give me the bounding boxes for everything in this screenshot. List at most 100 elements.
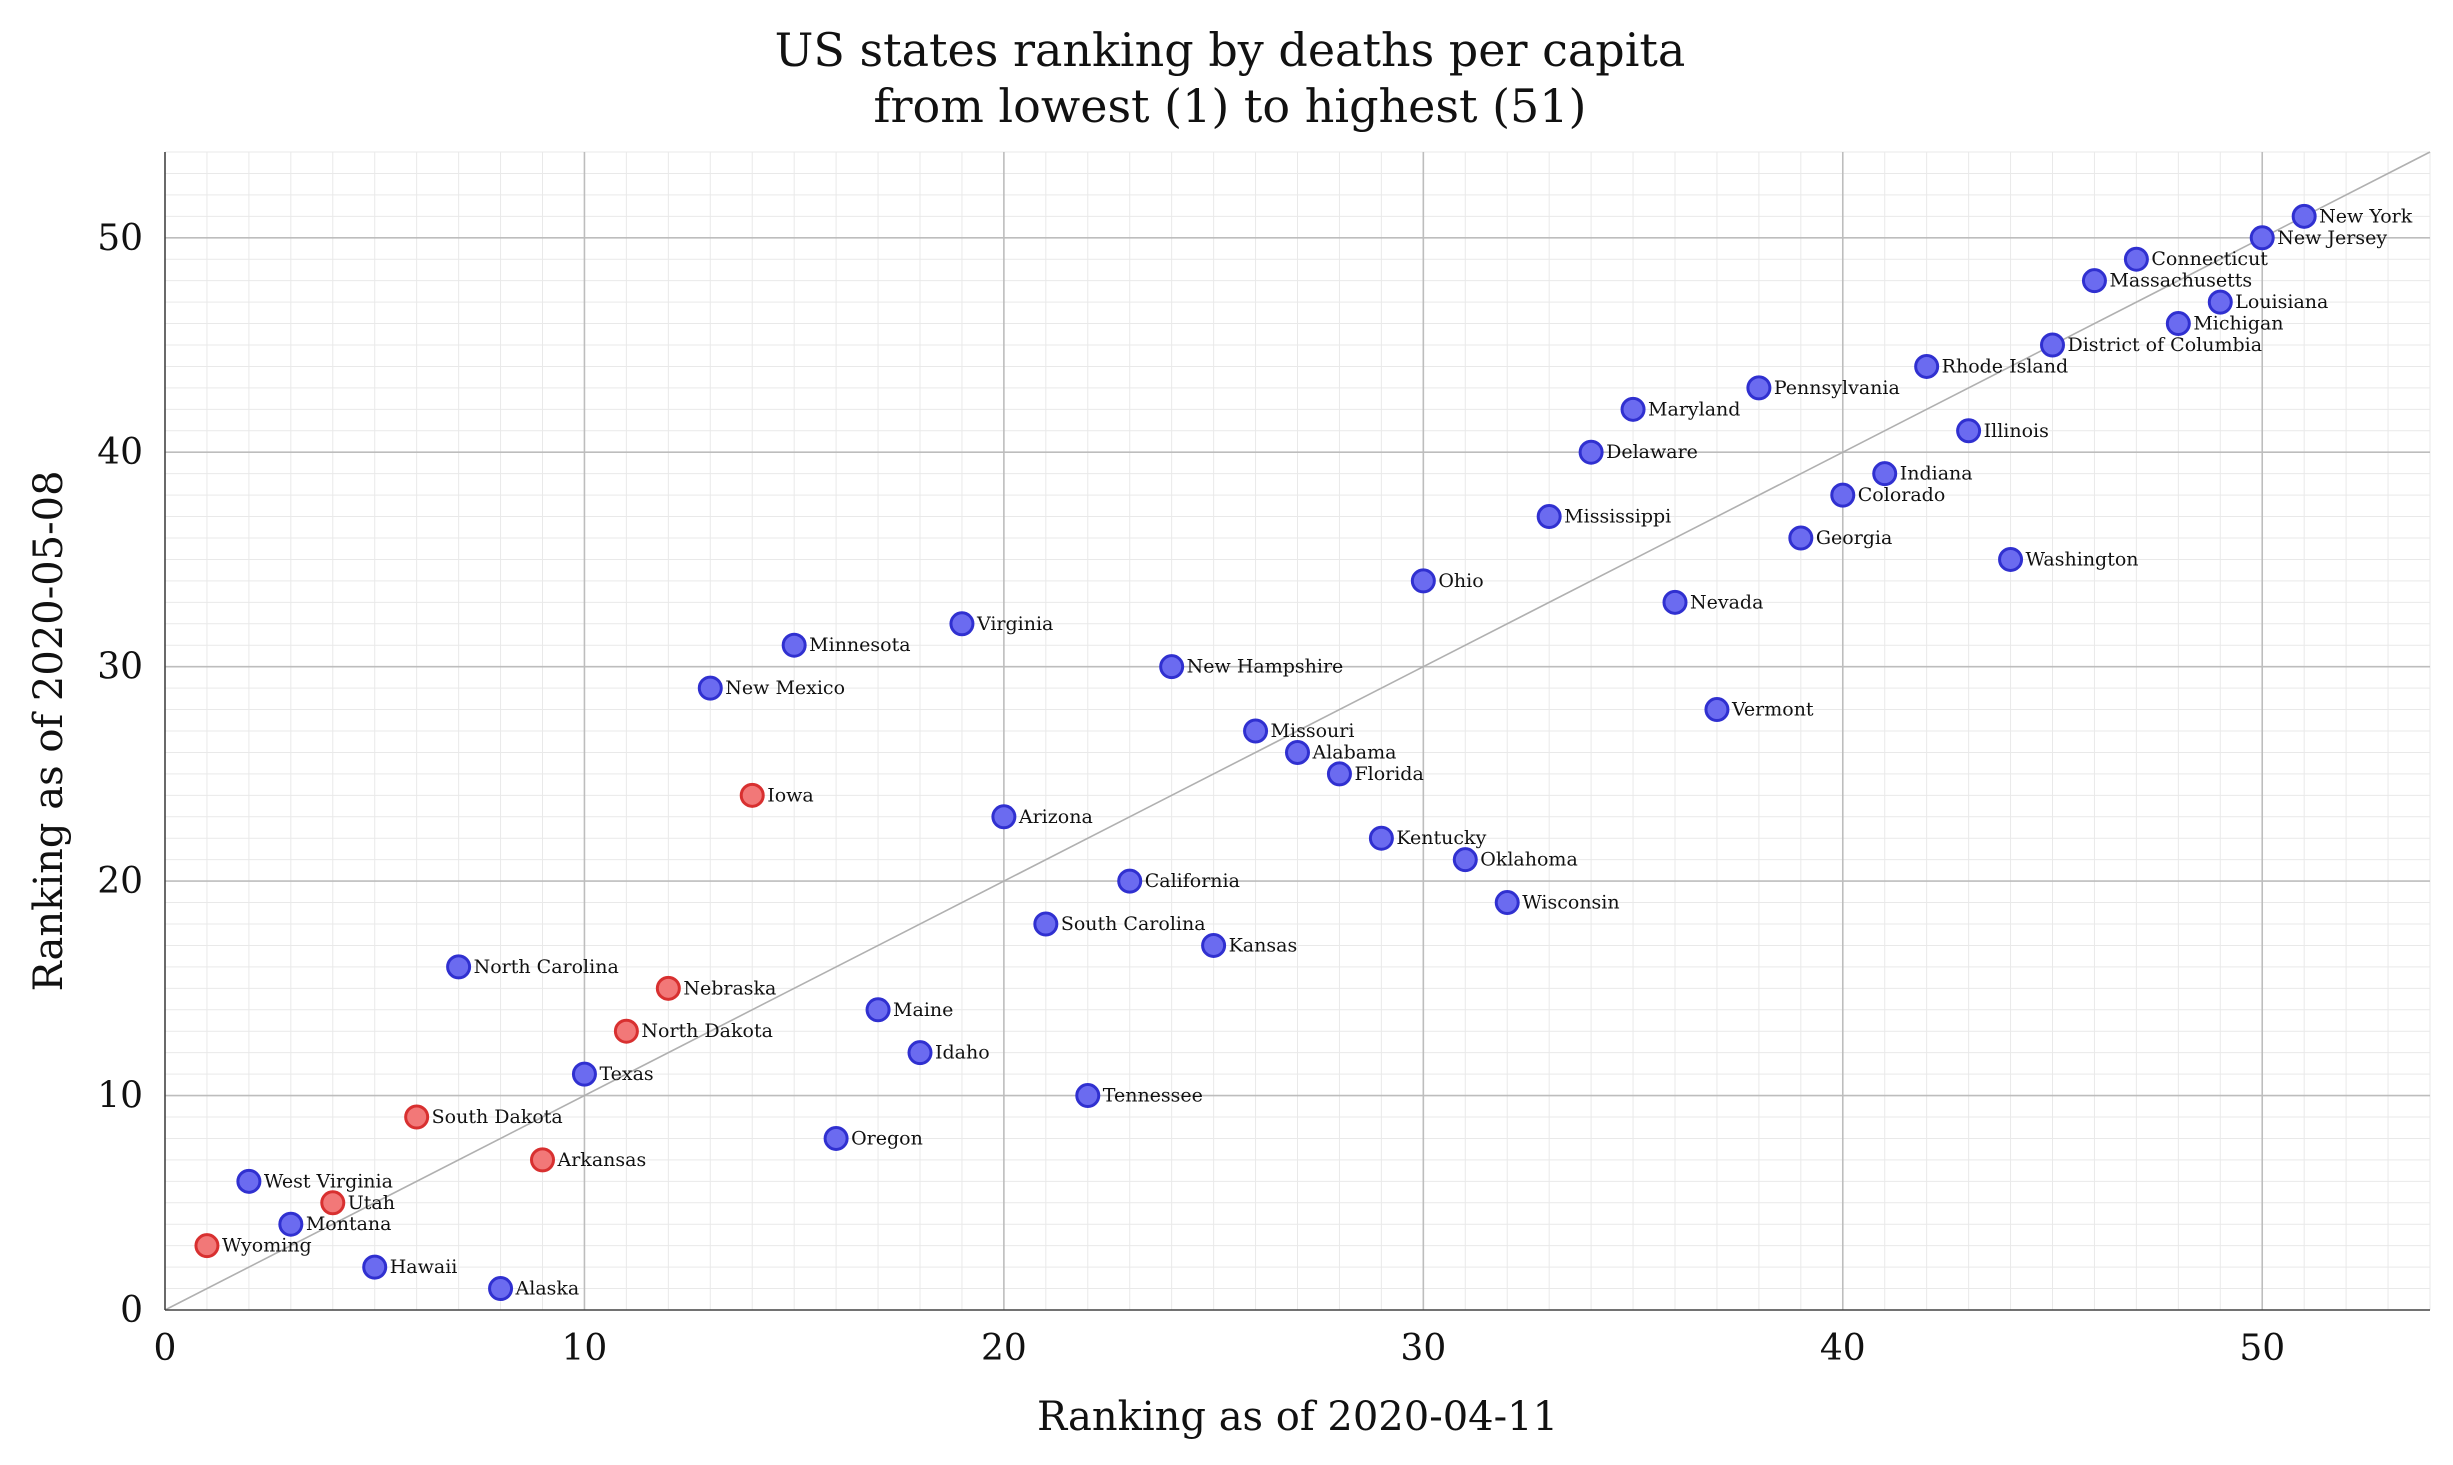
data-point [1746, 375, 1772, 401]
data-point [1998, 546, 2024, 572]
data-point [1033, 911, 1059, 937]
data-point [1914, 353, 1940, 379]
data-point [907, 1040, 933, 1066]
point-label: Kentucky [1396, 827, 1486, 849]
data-point [1410, 568, 1436, 594]
y-tick-label: 50 [97, 218, 143, 259]
data-point [2291, 203, 2317, 229]
point-label: Tennessee [1103, 1085, 1203, 1107]
point-label: Georgia [1816, 527, 1893, 549]
point-label: Arkansas [557, 1149, 647, 1171]
data-points [194, 203, 2317, 1302]
point-label: South Carolina [1061, 913, 1206, 935]
data-point [530, 1147, 555, 1173]
point-label: Virginia [976, 613, 1053, 635]
data-point [320, 1190, 346, 1216]
axes [164, 152, 2430, 1311]
point-label: Alabama [1312, 741, 1397, 763]
data-point [2165, 311, 2191, 337]
data-point [2249, 225, 2275, 251]
point-label: Florida [1354, 763, 1423, 785]
data-point [571, 1061, 597, 1087]
data-point [823, 1125, 849, 1151]
data-point [446, 954, 472, 980]
y-axis-label: Ranking as of 2020-05-08 [26, 470, 72, 991]
data-point [2040, 332, 2065, 358]
point-label: West Virginia [264, 1170, 393, 1192]
data-point [1326, 761, 1352, 787]
point-label: Wyoming [222, 1235, 312, 1257]
point-label: Wisconsin [1522, 892, 1619, 914]
point-label: Oklahoma [1480, 849, 1578, 871]
data-point [1872, 461, 1898, 487]
x-tick-label: 0 [154, 1328, 177, 1369]
data-point [1494, 890, 1520, 916]
point-label: Illinois [1984, 420, 2049, 442]
point-label: Colorado [1858, 484, 1946, 506]
data-point [362, 1254, 388, 1280]
data-point [1075, 1083, 1101, 1109]
data-point [613, 1018, 639, 1044]
point-label: Utah [348, 1192, 395, 1214]
data-point [1956, 418, 1982, 444]
data-point [991, 804, 1017, 830]
x-tick-label: 20 [981, 1328, 1027, 1369]
data-point [1368, 825, 1394, 851]
y-tick-label: 10 [97, 1076, 143, 1117]
point-label: Idaho [935, 1042, 990, 1064]
point-label: Delaware [1606, 441, 1698, 463]
data-point [949, 611, 975, 637]
point-label: Iowa [767, 784, 814, 806]
data-point [1578, 439, 1604, 465]
x-tick-label: 50 [2239, 1328, 2285, 1369]
point-label: California [1145, 870, 1240, 892]
point-label: Michigan [2193, 313, 2283, 335]
point-label: Minnesota [809, 634, 910, 656]
point-label: New York [2319, 205, 2413, 227]
point-label: Rhode Island [1942, 355, 2068, 377]
point-label: Indiana [1900, 463, 1973, 485]
x-tick-label: 10 [562, 1328, 608, 1369]
point-label: Pennsylvania [1774, 377, 1900, 399]
point-label: Vermont [1731, 699, 1814, 721]
point-label: Ohio [1438, 570, 1483, 592]
tick-labels: 0 10 20 30 40 50 0 10 20 30 40 50 [97, 218, 2285, 1369]
point-label: North Dakota [641, 1020, 773, 1042]
y-tick-label: 0 [120, 1290, 143, 1331]
chart-title-line: from lowest (1) to highest (51) [873, 79, 1586, 133]
data-point [655, 975, 681, 1001]
point-label: Connecticut [2151, 248, 2268, 270]
data-point [1201, 932, 1227, 958]
point-label: North Carolina [474, 956, 619, 978]
point-label: Maine [893, 999, 953, 1021]
data-point [1662, 589, 1688, 615]
data-point [781, 632, 807, 658]
data-point [1285, 739, 1310, 765]
y-tick-label: 20 [97, 861, 143, 902]
point-label: New Hampshire [1187, 656, 1344, 678]
data-point [1243, 718, 1269, 744]
minor-grid [165, 151, 2431, 1310]
point-label: Nebraska [683, 977, 776, 999]
data-point [194, 1233, 220, 1259]
point-label: New Mexico [725, 677, 845, 699]
point-label: Kansas [1229, 934, 1298, 956]
point-label: New Jersey [2277, 227, 2387, 249]
data-point [2207, 289, 2233, 315]
data-point [1452, 847, 1478, 873]
point-label: Louisiana [2235, 291, 2328, 313]
data-point [739, 782, 765, 808]
data-point [697, 675, 723, 701]
data-point [865, 997, 891, 1023]
point-label: Missouri [1271, 720, 1355, 742]
point-label: Texas [599, 1063, 653, 1085]
point-label: Nevada [1690, 591, 1763, 613]
data-point [2081, 268, 2107, 294]
point-label: Alaska [515, 1278, 580, 1300]
y-tick-label: 40 [97, 432, 143, 473]
x-tick-label: 30 [1400, 1328, 1446, 1369]
data-point [1159, 654, 1185, 680]
x-tick-label: 40 [1820, 1328, 1866, 1369]
data-point [1704, 697, 1730, 723]
